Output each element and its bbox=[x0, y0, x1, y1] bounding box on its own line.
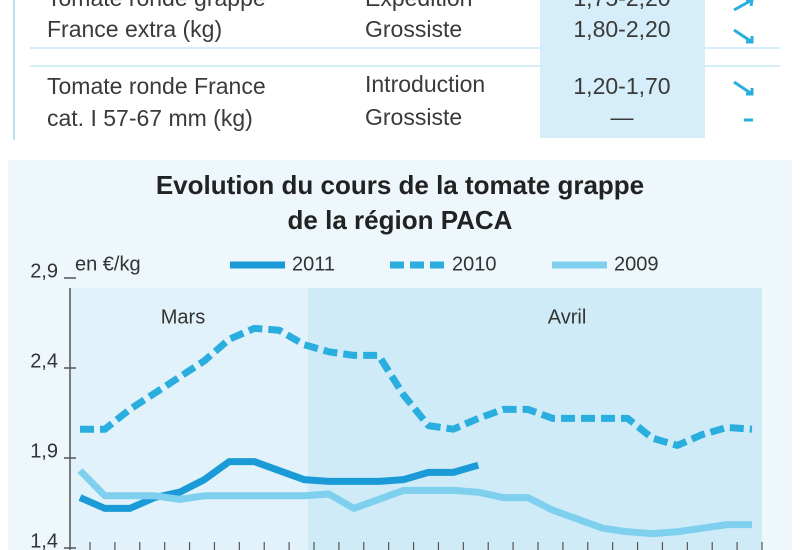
y-axis-label: en €/kg bbox=[75, 253, 141, 275]
arrow-down bbox=[733, 80, 754, 96]
arrow-up bbox=[733, 0, 754, 12]
chart-title: de la région PACA bbox=[288, 205, 513, 235]
price: 1,80-2,20 bbox=[573, 16, 670, 42]
arrow-down bbox=[733, 28, 754, 44]
trend-icons bbox=[733, 0, 754, 122]
series-line bbox=[77, 468, 752, 538]
price: — bbox=[611, 104, 634, 130]
product: Tomate ronde grappe bbox=[47, 0, 266, 11]
legend-label: 2010 bbox=[452, 253, 497, 275]
month-label: Mars bbox=[161, 306, 205, 328]
stage: Grossiste bbox=[365, 104, 462, 130]
product: cat. I 57-67 mm (kg) bbox=[47, 105, 253, 131]
product: Tomate ronde France bbox=[47, 73, 266, 99]
chart-title: Evolution du cours de la tomate grappe bbox=[156, 170, 644, 200]
series-line bbox=[80, 324, 753, 449]
product: France extra (kg) bbox=[47, 16, 222, 42]
stage: Introduction bbox=[365, 71, 485, 97]
stage: Expédition bbox=[365, 0, 472, 11]
price: 1,75-2,20 bbox=[573, 0, 670, 11]
legend-label: 2011 bbox=[292, 253, 335, 275]
series-line bbox=[78, 458, 480, 512]
legend-label: 2009 bbox=[614, 253, 659, 275]
y-tick-label: 2,9 bbox=[30, 260, 58, 282]
stage: Grossiste bbox=[365, 16, 462, 42]
month-band bbox=[308, 288, 762, 550]
month-label: Avril bbox=[548, 306, 587, 328]
y-tick-label: 1,9 bbox=[30, 440, 58, 462]
price-column bbox=[540, 0, 705, 138]
y-tick-label: 1,4 bbox=[30, 530, 58, 550]
y-tick-label: 2,4 bbox=[30, 350, 58, 372]
price: 1,20-1,70 bbox=[573, 73, 670, 99]
